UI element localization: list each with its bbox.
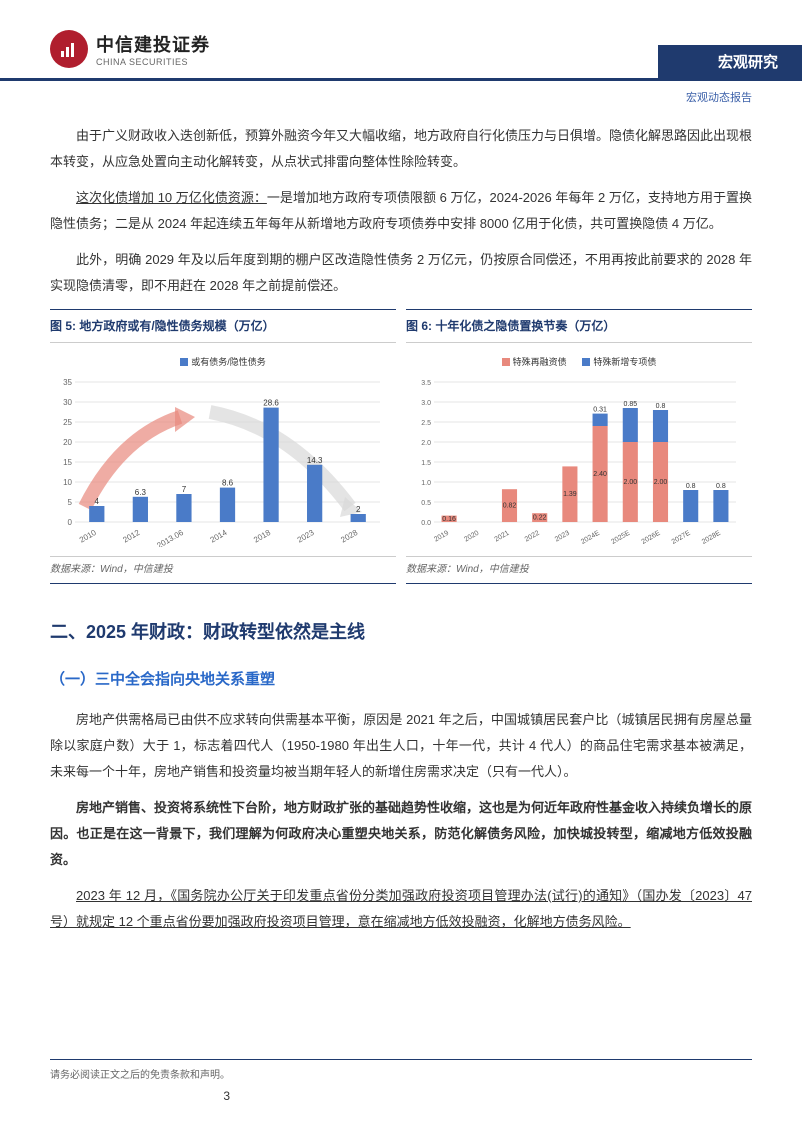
main-content: 由于广义财政收入迭创新低，预算外融资今年又大幅收缩，地方政府自行化债压力与日俱增… [0,113,802,965]
svg-text:2.00: 2.00 [654,479,668,486]
svg-text:3.5: 3.5 [421,380,431,387]
svg-text:20: 20 [63,438,72,447]
svg-text:0.8: 0.8 [686,483,696,490]
svg-text:0.5: 0.5 [421,500,431,507]
svg-text:5: 5 [68,498,73,507]
subsection-title: （一）三中全会指向央地关系重塑 [50,665,752,695]
paragraph-2: 这次化债增加 10 万亿化债资源：一是增加地方政府专项债限额 6 万亿，2024… [50,185,752,237]
svg-text:2.00: 2.00 [623,479,637,486]
svg-text:2022: 2022 [524,530,541,544]
chart6-legend: 特殊再融资债 特殊新增专项债 [406,347,752,377]
chart6-area: 0.00.51.01.52.02.53.03.50.16201920200.82… [406,377,752,557]
svg-text:0.8: 0.8 [716,483,726,490]
svg-text:2012: 2012 [121,528,141,545]
svg-text:2.40: 2.40 [593,471,607,478]
svg-text:15: 15 [63,458,72,467]
paragraph-1: 由于广义财政收入迭创新低，预算外融资今年又大幅收缩，地方政府自行化债压力与日俱增… [50,123,752,175]
svg-text:10: 10 [63,478,72,487]
svg-text:0.8: 0.8 [656,403,666,410]
svg-text:2027E: 2027E [671,530,692,546]
svg-text:2023: 2023 [296,528,316,545]
logo-icon [50,30,88,68]
svg-text:1.39: 1.39 [563,491,577,498]
svg-text:2024E: 2024E [580,530,601,546]
svg-text:2021: 2021 [494,530,511,544]
svg-text:14.3: 14.3 [307,456,323,465]
chart5-area: 0 5 10 15 20 25 30 35 4 2010 6.3 2012 7 2013.06 8.6 201… [50,377,396,557]
svg-text:1.0: 1.0 [421,480,431,487]
paragraph-4: 房地产供需格局已由供不应求转向供需基本平衡，原因是 2021 年之后，中国城镇居… [50,707,752,785]
svg-text:35: 35 [63,378,72,387]
paragraph-6: 2023 年 12 月，《国务院办公厅关于印发重点省份分类加强政府投资项目管理办… [50,883,752,935]
svg-text:0.85: 0.85 [623,401,637,408]
svg-text:2014: 2014 [209,528,229,545]
svg-text:6.3: 6.3 [135,488,147,497]
p2-underline: 这次化债增加 10 万亿化债资源： [76,190,267,205]
svg-text:0.16: 0.16 [442,516,456,523]
svg-text:30: 30 [63,398,72,407]
svg-text:2013.06: 2013.06 [155,528,185,547]
page-header: 中信建投证券 CHINA SECURITIES 宏观研究 [0,0,802,81]
svg-text:2010: 2010 [78,528,98,545]
svg-text:4: 4 [95,497,100,506]
logo-cn: 中信建投证券 [96,31,210,57]
svg-text:2020: 2020 [463,530,480,544]
svg-text:2028E: 2028E [701,530,722,546]
page-number: 3 [50,1089,230,1103]
paragraph-5: 房地产销售、投资将系统性下台阶，地方财政扩张的基础趋势性收缩，这也是为何近年政府… [50,795,752,873]
chart6-title: 图 6: 十年化债之隐债置换节奏（万亿） [406,309,752,343]
svg-text:28.6: 28.6 [263,399,279,408]
svg-text:3.0: 3.0 [421,400,431,407]
svg-text:7: 7 [182,485,187,494]
svg-text:2.0: 2.0 [421,440,431,447]
charts-row: 图 5: 地方政府或有/隐性债务规模（万亿） 或有债务/隐性债务 0 5 10 15 2… [50,309,752,584]
svg-text:1.5: 1.5 [421,460,431,467]
chart5-title: 图 5: 地方政府或有/隐性债务规模（万亿） [50,309,396,343]
page-footer: 请务必阅读正文之后的免责条款和声明。 3 [50,1059,752,1103]
svg-text:2028: 2028 [339,528,359,545]
footer-disclaimer: 请务必阅读正文之后的免责条款和声明。 [50,1070,230,1081]
svg-text:0.0: 0.0 [421,520,431,527]
section2-title: 二、2025 年财政：财政转型依然是主线 [50,614,752,650]
svg-text:2: 2 [356,505,361,514]
svg-text:2.5: 2.5 [421,420,431,427]
paragraph-3: 此外，明确 2029 年及以后年度到期的棚户区改造隐性债务 2 万亿元，仍按原合… [50,247,752,299]
logo-en: CHINA SECURITIES [96,57,210,67]
logo-text: 中信建投证券 CHINA SECURITIES [96,31,210,67]
svg-text:8.6: 8.6 [222,479,234,488]
svg-text:25: 25 [63,418,72,427]
chart6-source: 数据来源：Wind，中信建投 [406,557,752,584]
chart6-box: 图 6: 十年化债之隐债置换节奏（万亿） 特殊再融资债 特殊新增专项债 0.0 0… [406,309,752,584]
svg-text:2025E: 2025E [610,530,631,546]
svg-text:2023: 2023 [554,530,571,544]
svg-text:0.82: 0.82 [503,503,517,510]
chart5-box: 图 5: 地方政府或有/隐性债务规模（万亿） 或有债务/隐性债务 0 5 10 15 2… [50,309,396,584]
chart5-legend: 或有债务/隐性债务 [50,347,396,377]
svg-text:0: 0 [68,518,73,527]
svg-text:2019: 2019 [433,530,450,544]
svg-text:2026E: 2026E [640,530,661,546]
header-category: 宏观研究 [658,45,802,78]
svg-text:2018: 2018 [252,528,272,545]
sub-header: 宏观动态报告 [0,81,802,113]
svg-text:0.31: 0.31 [593,407,607,414]
chart5-source: 数据来源：Wind，中信建投 [50,557,396,584]
svg-text:0.22: 0.22 [533,515,547,522]
